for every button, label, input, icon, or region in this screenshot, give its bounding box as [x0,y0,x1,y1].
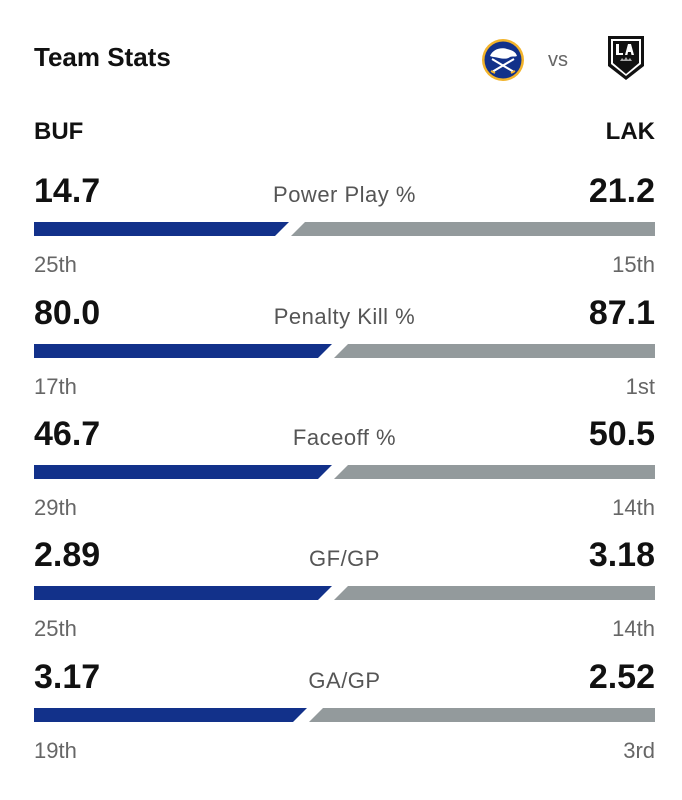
comparison-bar [34,344,655,358]
away-stat-value: 2.52 [588,658,655,696]
away-team-abbr: LAK [605,118,655,145]
team-abbreviations: BUF LAK [34,118,655,148]
kings-logo-icon [608,36,644,80]
home-stat-rank: 17th [34,374,77,399]
away-stat-value: 50.5 [588,415,655,453]
away-stat-value: 87.1 [588,294,655,332]
away-share-bar [334,465,655,479]
away-stat-rank: 14th [612,616,655,641]
comparison-bar [34,465,655,479]
away-share-bar [334,586,655,600]
comparison-bar [34,222,655,236]
sabres-logo-icon [482,39,524,81]
away-stat-rank: 1st [625,374,655,399]
stat-label: GA/GP [308,668,381,693]
team-stats-header: Team Stats vs [34,32,648,88]
home-share-bar [34,465,332,479]
vs-label: vs [548,49,568,71]
stat-row: 14.7 Power Play % 21.2 25th 15th [34,172,655,282]
matchup-logos: vs [478,32,648,88]
stat-row: 80.0 Penalty Kill % 87.1 17th 1st [34,294,655,404]
home-stat-value: 80.0 [34,294,101,332]
comparison-bar [34,586,655,600]
home-stat-value: 2.89 [34,536,101,574]
away-stat-rank: 15th [612,252,655,277]
home-stat-value: 3.17 [34,658,101,696]
home-stat-value: 46.7 [34,415,101,453]
away-stat-value: 21.2 [588,172,655,210]
stat-label: GF/GP [309,546,380,571]
stat-label: Penalty Kill % [273,304,416,329]
home-share-bar [34,586,332,600]
stat-row: 46.7 Faceoff % 50.5 29th 14th [34,415,655,525]
away-share-bar [309,708,655,722]
stat-label: Faceoff % [292,425,397,450]
home-share-bar [34,222,289,236]
home-stat-rank: 19th [34,738,77,763]
comparison-bar [34,708,655,722]
away-share-bar [334,344,655,358]
home-stat-rank: 25th [34,252,77,277]
stat-label: Power Play % [273,182,416,207]
page-title: Team Stats [34,42,171,72]
away-share-bar [291,222,655,236]
stat-row: 3.17 GA/GP 2.52 19th 3rd [34,658,655,768]
home-share-bar [34,708,307,722]
away-stat-rank: 3rd [623,738,655,763]
home-share-bar [34,344,332,358]
home-team-abbr: BUF [34,118,84,145]
stat-row: 2.89 GF/GP 3.18 25th 14th [34,536,655,646]
away-stat-value: 3.18 [588,536,655,574]
home-stat-rank: 25th [34,616,77,641]
home-stat-rank: 29th [34,495,77,520]
home-stat-value: 14.7 [34,172,101,210]
away-stat-rank: 14th [612,495,655,520]
